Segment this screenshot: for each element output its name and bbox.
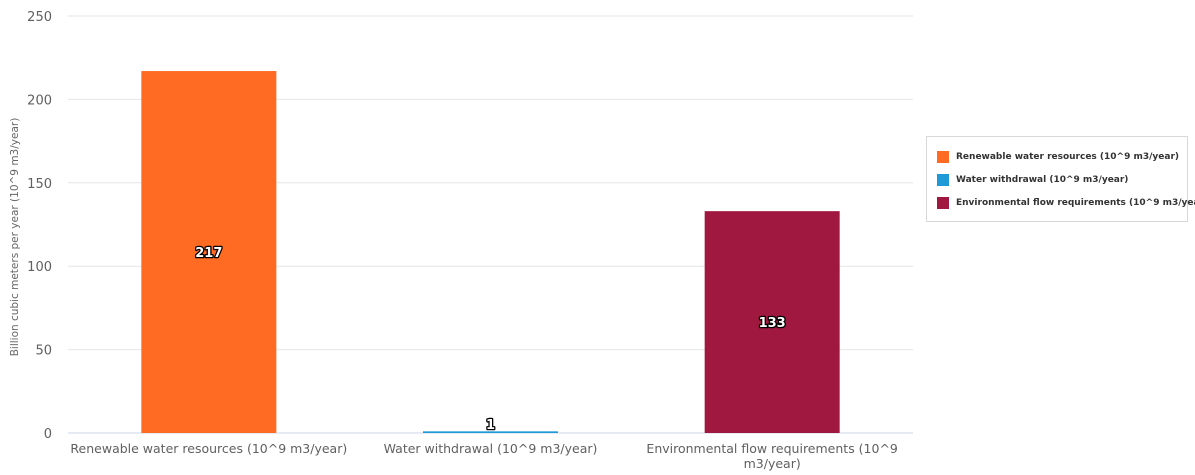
legend-item-1[interactable]: Renewable water resources (10^9 m3/year) xyxy=(937,145,1187,168)
legend-swatch xyxy=(937,150,949,163)
y-tick-label: 0 xyxy=(44,427,52,442)
legend-label: Renewable water resources (10^9 m3/year) xyxy=(956,151,1180,162)
y-tick-label: 150 xyxy=(27,177,52,192)
x-category-label: Water withdrawal (10^9 m3/year) xyxy=(384,441,598,456)
x-category-label: Environmental flow requirements (10^9 m3/… xyxy=(646,441,898,471)
y-tick-label: 100 xyxy=(27,260,52,275)
data-label-3: 133 xyxy=(759,316,786,331)
y-axis-ticks: 0 50 100 150 200 250 xyxy=(27,10,52,442)
x-axis-categories: Renewable water resources (10^9 m3/year)… xyxy=(70,441,898,471)
y-tick-label: 200 xyxy=(27,93,52,108)
legend-item-2[interactable]: Water withdrawal (10^9 m3/year) xyxy=(937,168,1187,191)
legend: Renewable water resources (10^9 m3/year)… xyxy=(926,136,1195,222)
legend-swatch xyxy=(937,173,949,186)
y-tick-label: 250 xyxy=(27,10,52,25)
legend-label: Water withdrawal (10^9 m3/year) xyxy=(956,174,1129,185)
legend-item-3[interactable]: Environmental flow requirements (10^9 m3… xyxy=(937,191,1195,214)
bar-3[interactable] xyxy=(704,211,840,433)
data-label-2: 1 xyxy=(486,418,495,433)
x-category-label: Renewable water resources (10^9 m3/year) xyxy=(70,441,347,456)
y-tick-label: 50 xyxy=(35,344,52,359)
y-axis-title: Billion cubic meters per year (10^9 m3/y… xyxy=(9,118,21,357)
data-label-1: 217 xyxy=(195,246,222,261)
data-labels: 217 1 133 xyxy=(194,245,787,435)
bars xyxy=(141,71,840,433)
bar-1[interactable] xyxy=(141,71,277,433)
legend-swatch xyxy=(937,196,949,209)
bar-2[interactable] xyxy=(423,431,558,433)
legend-label: Environmental flow requirements (10^9 m3… xyxy=(956,197,1195,208)
